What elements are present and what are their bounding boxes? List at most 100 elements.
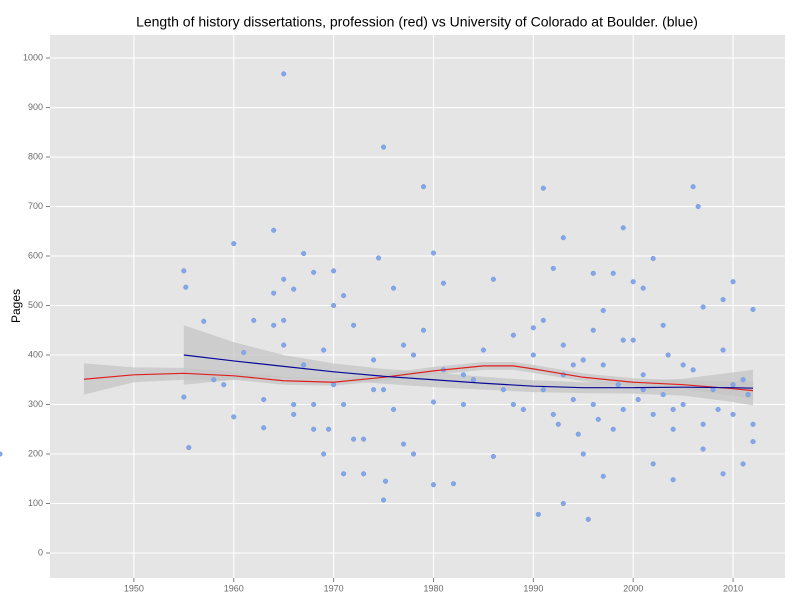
point: [271, 322, 277, 328]
point: [490, 453, 496, 460]
plot-background: [50, 35, 785, 578]
point: [665, 352, 671, 358]
y-tick-label: 100: [28, 498, 43, 508]
y-tick-label: 700: [28, 201, 43, 211]
point: [620, 225, 626, 231]
point: [351, 322, 357, 328]
point: [600, 362, 606, 368]
point: [440, 280, 447, 286]
point: [183, 284, 189, 290]
point: [390, 285, 397, 291]
point: [745, 392, 751, 398]
point: [291, 411, 297, 417]
point: [331, 268, 337, 274]
point: [695, 203, 701, 210]
point: [376, 255, 382, 261]
point: [670, 477, 676, 483]
point: [271, 227, 277, 233]
point: [371, 357, 377, 363]
point: [291, 401, 297, 408]
point: [750, 306, 756, 313]
y-tick-label: 300: [28, 399, 43, 409]
point: [211, 377, 217, 383]
point: [720, 347, 726, 353]
point: [231, 414, 237, 420]
point: [550, 411, 556, 417]
point: [540, 387, 546, 393]
point: [341, 471, 347, 477]
point: [600, 473, 606, 479]
point: [361, 436, 367, 442]
point: [371, 387, 377, 393]
point: [261, 425, 267, 431]
point: [590, 270, 596, 276]
point: [500, 387, 506, 393]
point: [560, 235, 566, 241]
point: [331, 302, 337, 309]
point: [555, 421, 561, 427]
point: [740, 461, 746, 467]
y-tick-label: 200: [28, 448, 43, 458]
point: [420, 184, 427, 190]
point: [670, 426, 676, 432]
y-tick-label: 900: [28, 102, 43, 112]
point: [186, 445, 192, 451]
point: [382, 478, 389, 484]
point: [610, 270, 616, 276]
point: [730, 382, 736, 388]
point: [720, 471, 726, 477]
point: [535, 511, 541, 517]
point: [540, 185, 546, 191]
point: [400, 441, 407, 447]
x-tick-label: 2010: [723, 583, 743, 593]
y-tick-label: 500: [28, 300, 43, 310]
x-tick-label: 1950: [124, 583, 144, 593]
point: [600, 307, 606, 314]
point: [460, 401, 466, 408]
point: [221, 382, 227, 388]
point: [700, 446, 706, 452]
point: [410, 352, 417, 358]
point: [520, 406, 526, 413]
point: [281, 71, 287, 77]
x-tick-label: 1960: [224, 583, 244, 593]
point: [281, 317, 287, 323]
point: [575, 431, 581, 437]
point: [480, 347, 486, 353]
chart-title: Length of history dissertations, profess…: [136, 14, 698, 30]
point: [321, 347, 327, 353]
point: [670, 406, 676, 413]
point: [620, 406, 626, 413]
point: [585, 516, 591, 522]
point: [740, 377, 746, 383]
point: [311, 401, 317, 408]
point: [510, 332, 516, 338]
point: [331, 382, 337, 388]
point: [430, 250, 437, 256]
smooth-line: [83, 365, 754, 392]
point: [635, 397, 641, 403]
point: [201, 318, 207, 324]
point: [650, 255, 656, 262]
point: [630, 337, 636, 343]
point: [420, 327, 427, 333]
point: [430, 399, 437, 405]
point: [291, 286, 297, 292]
point: [630, 279, 636, 285]
point: [590, 401, 596, 408]
point: [595, 416, 601, 422]
point: [301, 250, 307, 257]
point: [680, 362, 686, 368]
point: [720, 297, 726, 303]
point: [530, 325, 536, 331]
point: [490, 276, 496, 282]
x-tick-label: 1980: [423, 583, 443, 593]
point: [580, 451, 586, 457]
point: [580, 357, 586, 363]
point: [690, 367, 696, 373]
point: [281, 276, 287, 282]
point: [271, 290, 277, 296]
point: [410, 451, 417, 457]
point: [321, 451, 327, 457]
